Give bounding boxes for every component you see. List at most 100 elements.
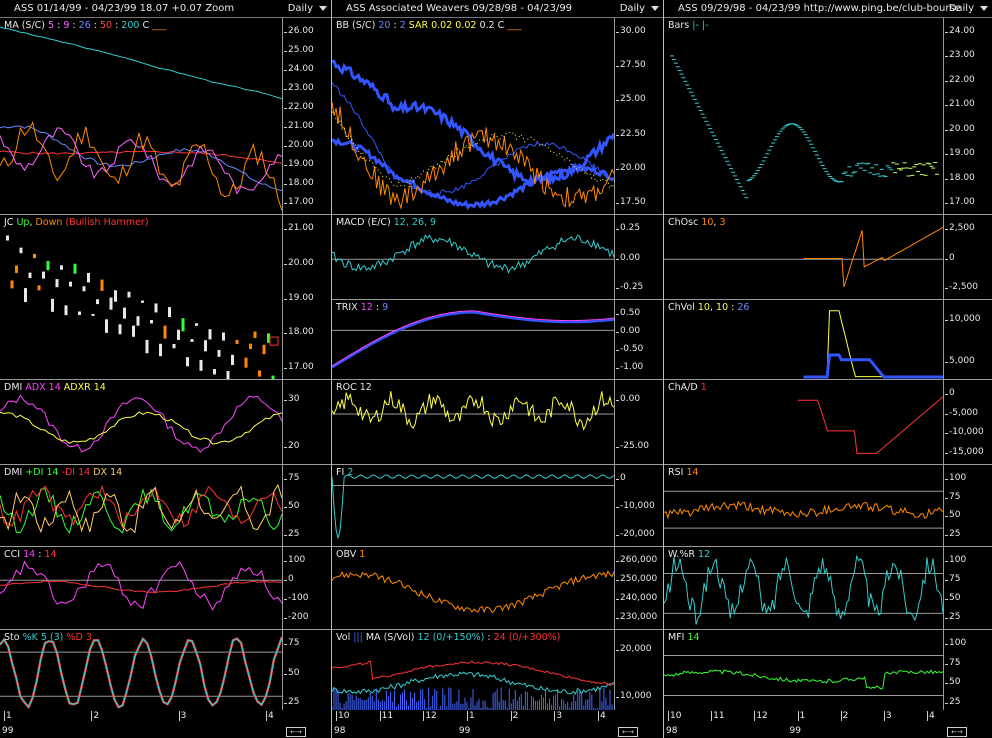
indicator-label-part: Up bbox=[16, 217, 30, 228]
indicator-panel[interactable]: TRIX 12 : 9 0.50 0.00 -0.50 -1.00 bbox=[332, 300, 663, 380]
x-tick-label: 2 bbox=[840, 711, 849, 721]
indicator-panel[interactable]: DMI +DI 14 -DI 14 DX 14 75 50 25 bbox=[0, 465, 331, 547]
y-tick-label: 25.00 bbox=[616, 94, 646, 105]
y-tick-label: 24.00 bbox=[284, 64, 314, 74]
candle bbox=[190, 339, 194, 342]
indicator-panel[interactable]: Sto %K 5 (3) %D 3 75 50 25 bbox=[0, 630, 331, 715]
indicator-label-part: Bars bbox=[668, 20, 693, 31]
indicator-label-part: 200 bbox=[121, 20, 140, 31]
indicator-panel[interactable]: MA (S/C) 5 : 9 : 26 : 50 : 200 C ___ 26.0… bbox=[0, 18, 331, 215]
y-tick-label: 50 bbox=[944, 677, 961, 688]
period-dropdown[interactable]: Daily bbox=[620, 0, 659, 17]
y-axis-line bbox=[282, 18, 283, 214]
y-axis-line bbox=[943, 547, 944, 629]
y-tick-label: 0.00 bbox=[615, 326, 641, 336]
indicator-panel[interactable]: W.%R 12 100 75 50 25 bbox=[664, 547, 992, 630]
dropdown-arrow-icon bbox=[319, 5, 327, 11]
indicator-label: TRIX 12 : 9 bbox=[336, 302, 388, 313]
y-tick-label: 25 bbox=[944, 612, 961, 622]
x-tick-label: 4 bbox=[927, 711, 935, 721]
indicator-plot bbox=[6, 235, 279, 379]
indicator-label-part: Down bbox=[35, 217, 63, 228]
y-tick-label: -2,500 bbox=[944, 282, 979, 292]
y-tick-label: -0.50 bbox=[615, 344, 644, 354]
indicator-label-part: DX 14 bbox=[90, 467, 123, 478]
indicator-label-part: ___ bbox=[507, 20, 522, 31]
indicator-panel[interactable]: JC Up, Down (Bullish Hammer) 21.00 20.00 19… bbox=[0, 215, 331, 380]
candle bbox=[154, 303, 158, 313]
indicator-label-part: SAR 0.02 bbox=[405, 20, 456, 31]
scroll-arrows-icon[interactable]: ←→ bbox=[618, 727, 638, 737]
y-axis-line bbox=[282, 380, 283, 464]
indicator-panel[interactable]: DMI ADX 14 ADXR 14 30 20 bbox=[0, 380, 331, 465]
y-tick-label: 10,000 bbox=[616, 691, 652, 701]
indicator-label-part: ADX 14 bbox=[25, 382, 61, 393]
indicator-panel[interactable]: Vol ||| MA (S/Vol) 12 (0/+150%) : 24 (0/… bbox=[332, 630, 663, 715]
y-axis-line bbox=[614, 18, 615, 214]
indicator-label: Bars |- |- bbox=[668, 20, 709, 31]
y-tick-label: 20 bbox=[283, 441, 300, 451]
candle bbox=[222, 332, 225, 341]
indicator-label-part: 12, 26, 9 bbox=[393, 217, 437, 228]
y-tick-label: 18.00 bbox=[945, 172, 975, 183]
period-dropdown[interactable]: Daily bbox=[288, 0, 327, 17]
column-separator bbox=[331, 0, 332, 738]
indicator-panel[interactable]: ChA/D 1 0 -5,000 -10,000 -15,000 bbox=[664, 380, 992, 465]
indicator-panel[interactable]: MFI 14 100 75 50 25 bbox=[664, 630, 992, 715]
indicator-panel[interactable]: FI 2 0 -10,000 -20,000 bbox=[332, 465, 663, 547]
indicator-plot bbox=[664, 226, 943, 287]
indicator-panel[interactable]: ChVol 10, 10 : 26 10,000 5,000 bbox=[664, 300, 992, 380]
candle bbox=[177, 329, 180, 340]
indicator-panel[interactable]: ChOsc 10, 3 2,500 0 -2,500 bbox=[664, 215, 992, 300]
x-tick-label: 10 bbox=[667, 711, 682, 721]
x-tick-label: 1 bbox=[4, 711, 12, 721]
y-tick-label: 100 bbox=[944, 473, 967, 483]
indicator-label-part: 0.02 bbox=[455, 20, 477, 31]
x-axis: 10 11 12 1 2 3 4 98 99 ←→ bbox=[664, 710, 992, 738]
indicator-panel[interactable]: Bars |- |- 24.00 23.00 22.00 21.00 20.00 19.00… bbox=[664, 18, 992, 215]
chart-window-left[interactable]: ASS 01/14/99 - 04/23/99 18.07 +0.07 Zoom… bbox=[0, 0, 331, 738]
sar-dots bbox=[332, 111, 614, 190]
indicator-panel[interactable]: BB (S/C) 20 : 2 SAR 0.02 0.02 0.2 C ___ 3… bbox=[332, 18, 663, 215]
adx-line bbox=[0, 394, 282, 453]
y-tick-label: 17.00 bbox=[284, 197, 314, 207]
candle bbox=[208, 329, 212, 340]
indicator-label-part: 3 bbox=[719, 217, 726, 228]
scroll-arrows-icon[interactable]: ←→ bbox=[286, 727, 306, 737]
indicator-label-part: : bbox=[112, 20, 122, 31]
indicator-panel[interactable]: CCI 14 : 14 100 0 -100 -200 bbox=[0, 547, 331, 630]
y-tick-label: 20.00 bbox=[284, 140, 314, 150]
y-tick-label: 20.00 bbox=[284, 257, 314, 268]
y-tick-label: 0 bbox=[616, 473, 626, 483]
y-tick-label: -0.25 bbox=[615, 282, 644, 292]
indicator-panel[interactable]: OBV 1 260,000 250,000 240,000 230,000 bbox=[332, 547, 663, 630]
mfi-line bbox=[664, 669, 943, 690]
candle bbox=[127, 291, 131, 298]
indicator-label-part: ||| bbox=[353, 632, 363, 643]
chart-window-right[interactable]: ASS 09/29/98 - 04/23/99 http://www.ping.… bbox=[664, 0, 992, 738]
bb-upper bbox=[332, 59, 614, 188]
y-tick-label: 100 bbox=[944, 555, 967, 565]
y-tick-label: 25 bbox=[944, 697, 961, 707]
indicator-panel[interactable]: MACD (E/C) 12, 26, 9 0.25 0.00 -0.25 bbox=[332, 215, 663, 300]
chart-title: ASS 01/14/99 - 04/23/99 18.07 +0.07 Zoom bbox=[14, 3, 235, 14]
candle bbox=[262, 344, 266, 355]
indicator-label: Sto %K 5 (3) %D 3 bbox=[4, 632, 92, 643]
y-tick-label: 17.00 bbox=[945, 197, 975, 207]
candle bbox=[55, 279, 59, 288]
scroll-arrows-icon[interactable]: ←→ bbox=[947, 727, 967, 737]
chart-window-middle[interactable]: ASS Associated Weavers 09/28/98 - 04/23/… bbox=[332, 0, 663, 738]
indicator-panel[interactable]: ROC 12 0.00 -25.00 bbox=[332, 380, 663, 465]
trix-signal-line bbox=[332, 311, 614, 369]
candle bbox=[199, 359, 203, 371]
indicator-label-part: ChVol bbox=[668, 302, 698, 313]
indicator-label: FI 2 bbox=[336, 467, 353, 478]
period-dropdown[interactable]: Daily bbox=[949, 0, 988, 17]
indicator-panel[interactable]: RSI 14 100 75 50 25 bbox=[664, 465, 992, 547]
x-tick-label: 11 bbox=[379, 711, 394, 721]
indicator-label-part: ChA/D bbox=[668, 382, 701, 393]
indicator-label-part: 14 bbox=[686, 467, 699, 478]
y-tick-label: 0.00 bbox=[615, 252, 641, 263]
indicator-plot bbox=[332, 474, 614, 539]
indicator-plot bbox=[797, 396, 943, 454]
